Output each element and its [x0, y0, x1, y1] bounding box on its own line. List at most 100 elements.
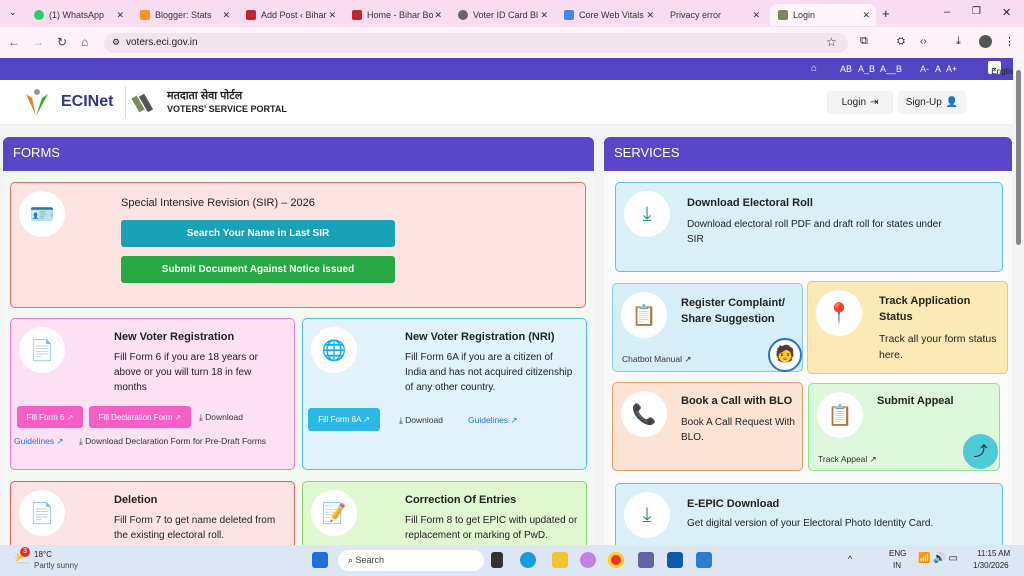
tab-voter-id[interactable]: Voter ID Card Bl ✕ — [450, 4, 554, 26]
download-link[interactable]: ⤓ Download — [399, 415, 443, 425]
close-icon[interactable]: ✕ — [646, 9, 654, 20]
download-declaration-link[interactable]: ⤓ Download Declaration Form for Pre-Draf… — [79, 436, 267, 446]
copilot-icon[interactable] — [580, 552, 596, 568]
blogger-icon — [140, 10, 150, 20]
close-icon[interactable]: ✕ — [540, 9, 548, 20]
profile-avatar[interactable] — [979, 35, 992, 48]
text-normal[interactable]: A — [935, 64, 942, 74]
close-icon[interactable]: ✕ — [116, 9, 124, 20]
bookmark-star-icon[interactable]: ☆ — [826, 35, 837, 49]
tab-whatsapp[interactable]: (1) WhatsApp ✕ — [26, 4, 130, 26]
text-smaller[interactable]: A- — [920, 64, 929, 74]
track-status-card[interactable]: 📍 Track Application Status Track all you… — [807, 281, 1008, 374]
text-larger[interactable]: A+ — [946, 64, 958, 74]
close-icon[interactable]: ✕ — [328, 9, 336, 20]
add-user-document-icon: 📄 — [19, 327, 65, 373]
globe-user-document-icon: 🌐 — [311, 327, 357, 373]
correction-desc: Fill Form 8 to get EPIC with updated or … — [405, 515, 578, 541]
fill-declaration-form-button[interactable]: Fill Declaration Form ↗ — [89, 406, 191, 428]
menu-icon[interactable]: ⋮ — [1004, 36, 1015, 48]
tab-add-post[interactable]: Add Post ‹ Bihar ✕ — [238, 4, 342, 26]
tab-label: Home - Bihar Bo — [367, 10, 434, 20]
fill-form-6a-button[interactable]: Fill Form 6A ↗ — [308, 408, 380, 431]
back-icon[interactable]: ← — [8, 35, 20, 49]
site-info-icon[interactable]: ⚙ — [112, 37, 121, 47]
services-heading: SERVICES — [604, 137, 1012, 171]
guidelines-link[interactable]: Guidelines ↗ — [14, 436, 64, 446]
home-icon[interactable]: ⌂ — [811, 63, 818, 74]
wifi-volume-battery-icons[interactable]: 📶 🔊 ▭ — [918, 553, 958, 564]
signup-button[interactable]: Sign-Up 👤 — [898, 91, 966, 114]
teams-icon[interactable] — [638, 552, 654, 568]
close-icon[interactable]: ✕ — [434, 9, 442, 20]
language-select[interactable]: English ⌄ — [988, 61, 1018, 76]
site-icon — [458, 10, 468, 20]
extensions-icon[interactable]: ⧉ — [860, 35, 868, 47]
store-icon[interactable] — [667, 552, 683, 568]
restore-icon[interactable]: ❐ — [972, 6, 981, 17]
phone-call-icon: 📞 — [621, 391, 667, 437]
scrollbar[interactable] — [1013, 58, 1024, 545]
search-name-sir-button[interactable]: Search Your Name in Last SIR — [121, 220, 395, 247]
chrome-icon[interactable] — [608, 552, 624, 568]
download-icon[interactable]: ⤓ — [956, 35, 961, 47]
fill-form-6-button[interactable]: Fill Form 6 ↗ — [17, 406, 83, 428]
appeal-form-icon: 📋 — [817, 392, 863, 438]
font-ab[interactable]: AB — [840, 64, 853, 74]
font-a--b[interactable]: A__B — [880, 64, 903, 74]
remove-user-document-icon: 📄 — [19, 490, 65, 536]
deletion-desc: Fill Form 7 to get name deleted from the… — [114, 515, 276, 541]
outlook-icon[interactable] — [696, 552, 712, 568]
show-hidden-icons[interactable]: ^ — [848, 554, 853, 564]
complaint-card[interactable]: 📋 Register Complaint/ Share Suggestion C… — [612, 283, 803, 372]
login-button[interactable]: Login ⇥ — [827, 91, 893, 114]
url-text: voters.eci.gov.in — [126, 37, 198, 48]
book-blo-card[interactable]: 📞 Book a Call with BLO Book A Call Reque… — [612, 382, 803, 471]
epic-desc: Get digital version of your Electoral Ph… — [687, 518, 934, 529]
task-view-icon[interactable] — [491, 552, 503, 568]
file-explorer-icon[interactable] — [552, 552, 568, 568]
scrollbar-thumb[interactable] — [1016, 70, 1021, 245]
new-tab-icon[interactable]: + — [882, 6, 890, 21]
blo-title: Book a Call with BLO — [681, 395, 793, 407]
tab-home[interactable]: Home - Bihar Bo ✕ — [344, 4, 448, 26]
edit-document-icon: 📝 — [311, 490, 357, 536]
font-a-b[interactable]: A_B — [858, 64, 876, 74]
chatbot-manual-link[interactable]: Chatbot Manual ↗ — [622, 354, 692, 364]
language-indicator[interactable]: ENG — [889, 549, 907, 558]
voter-mitra-chatbot-icon[interactable]: 🧑 — [768, 338, 802, 372]
address-bar[interactable]: voters.eci.gov.in — [104, 33, 848, 53]
weather-temp: 18°C — [34, 550, 52, 559]
devtools-icon[interactable]: ‹› — [920, 36, 927, 47]
clock-time[interactable]: 11:15 AM — [977, 549, 1011, 558]
download-link[interactable]: ⤓ Download — [199, 412, 243, 422]
start-icon[interactable] — [312, 552, 328, 568]
guidelines-link[interactable]: Guidelines ↗ — [468, 415, 518, 425]
nri-desc: Fill Form 6A if you are a citizen of Ind… — [405, 352, 573, 393]
track-desc: Track all your form status here. — [879, 333, 997, 361]
close-icon[interactable]: ✕ — [752, 9, 760, 20]
home-icon[interactable]: ⌂ — [81, 35, 89, 49]
track-appeal-link[interactable]: Track Appeal ↗ — [818, 454, 877, 464]
submit-appeal-card[interactable]: 📋 Submit Appeal Track Appeal ↗ ⤴ — [808, 383, 1000, 471]
portal-title-hindi: मतदाता सेवा पोर्टल — [167, 90, 243, 102]
submit-document-button[interactable]: Submit Document Against Notice issued — [121, 256, 395, 283]
reload-icon[interactable]: ↻ — [57, 35, 68, 49]
close-window-icon[interactable]: ✕ — [1002, 7, 1012, 19]
tab-blogger[interactable]: Blogger: Stats ✕ — [132, 4, 236, 26]
forward-icon[interactable]: → — [32, 35, 44, 49]
incognito-icon[interactable]: ⛭ — [897, 36, 905, 47]
edge-icon[interactable] — [520, 552, 536, 568]
tab-core-web-vitals[interactable]: Core Web Vitals ✕ — [556, 4, 660, 26]
tab-bar: ⌄ (1) WhatsApp ✕ Blogger: Stats ✕ Add Post… — [0, 0, 1024, 27]
close-icon[interactable]: ✕ — [222, 9, 230, 20]
download-roll-card[interactable]: ⤓ Download Electoral Roll Download elect… — [615, 182, 1003, 272]
minimize-icon[interactable]: – — [944, 6, 951, 18]
taskbar-search[interactable]: ⌕ Search — [338, 550, 484, 571]
tab-search-icon[interactable]: ⌄ — [9, 7, 17, 17]
tab-login[interactable]: Login ✕ — [770, 4, 876, 26]
close-icon[interactable]: ✕ — [862, 9, 870, 20]
download-label: Download — [205, 412, 243, 422]
tab-privacy-error[interactable]: Privacy error ✕ — [662, 4, 766, 26]
ecinet-logo[interactable] — [22, 86, 52, 118]
